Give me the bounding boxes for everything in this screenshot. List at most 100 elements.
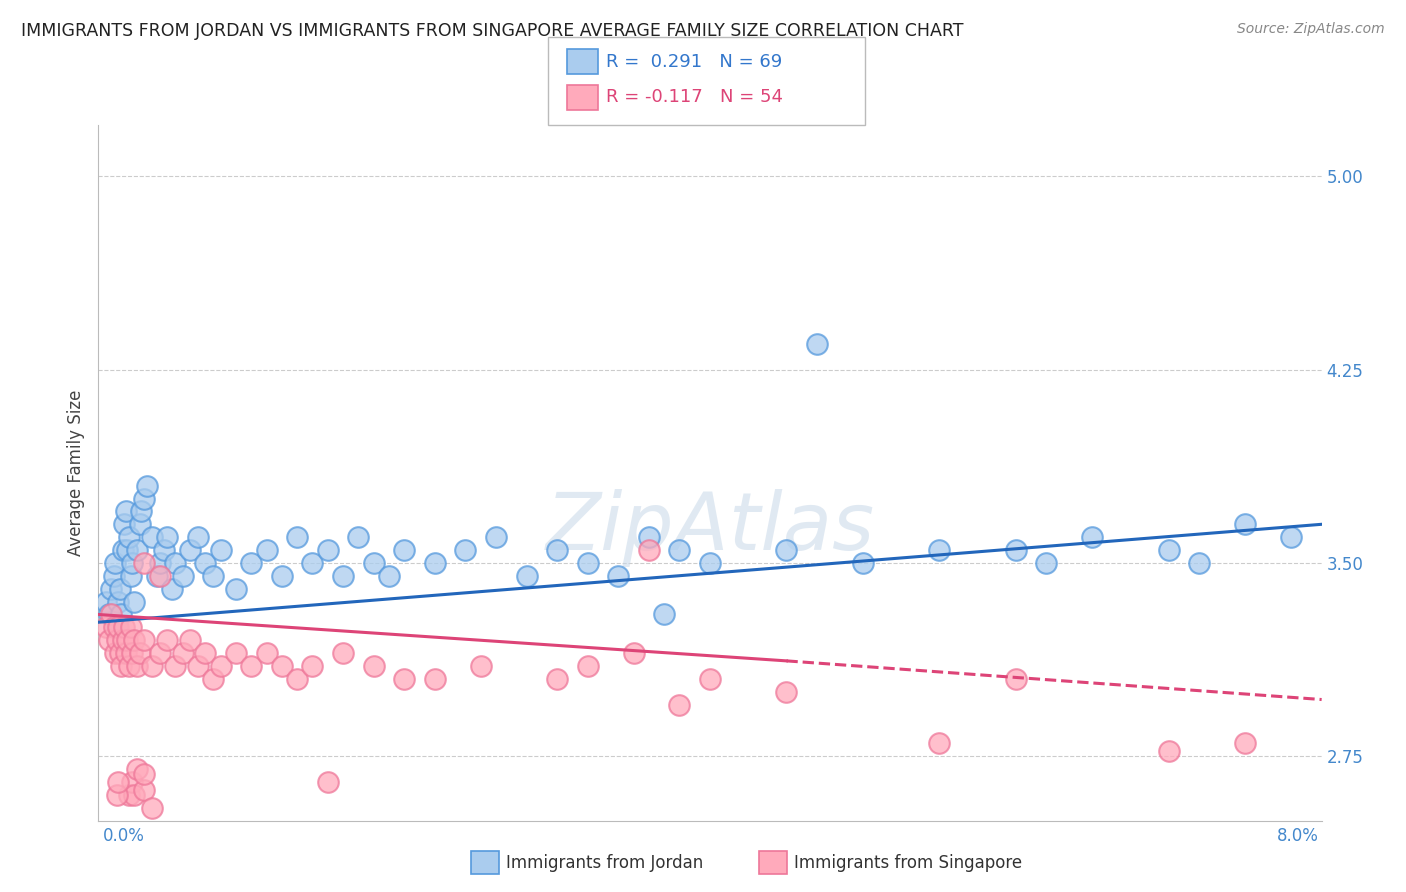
Point bbox=[1081, 530, 1104, 544]
Text: Source: ZipAtlas.com: Source: ZipAtlas.com bbox=[1237, 22, 1385, 37]
Point bbox=[332, 646, 354, 660]
Point bbox=[332, 569, 354, 583]
Text: Immigrants from Singapore: Immigrants from Singapore bbox=[794, 854, 1022, 871]
Point bbox=[202, 569, 225, 583]
Text: Immigrants from Jordan: Immigrants from Jordan bbox=[506, 854, 703, 871]
Point bbox=[423, 556, 446, 570]
Point bbox=[194, 556, 217, 570]
Point bbox=[118, 659, 141, 673]
Point bbox=[423, 672, 446, 686]
Point bbox=[105, 633, 128, 648]
Point bbox=[98, 607, 121, 622]
Point bbox=[107, 594, 129, 608]
Point bbox=[852, 556, 875, 570]
Point bbox=[607, 569, 630, 583]
Point bbox=[122, 594, 145, 608]
Point bbox=[149, 646, 172, 660]
Point bbox=[1157, 744, 1180, 758]
Point bbox=[160, 582, 183, 596]
Point bbox=[187, 530, 209, 544]
Point bbox=[209, 543, 232, 558]
Point bbox=[699, 672, 721, 686]
Point bbox=[136, 478, 159, 492]
Point bbox=[122, 788, 145, 802]
Point bbox=[172, 646, 194, 660]
Point bbox=[110, 659, 132, 673]
Point bbox=[928, 543, 950, 558]
Point bbox=[120, 569, 142, 583]
Text: R = -0.117   N = 54: R = -0.117 N = 54 bbox=[606, 88, 783, 106]
Point bbox=[141, 659, 163, 673]
Point bbox=[240, 556, 263, 570]
Point bbox=[1234, 517, 1257, 532]
Point bbox=[121, 556, 143, 570]
Point bbox=[107, 775, 129, 789]
Point bbox=[775, 543, 797, 558]
Point bbox=[546, 672, 568, 686]
Point bbox=[546, 543, 568, 558]
Point bbox=[576, 659, 599, 673]
Point bbox=[256, 543, 278, 558]
Point bbox=[98, 633, 121, 648]
Point bbox=[392, 543, 416, 558]
Point bbox=[141, 530, 163, 544]
Point bbox=[576, 556, 599, 570]
Point bbox=[134, 491, 156, 506]
Point bbox=[652, 607, 675, 622]
Point bbox=[134, 633, 156, 648]
Point bbox=[100, 607, 122, 622]
Point bbox=[194, 646, 217, 660]
Point bbox=[121, 646, 143, 660]
Point bbox=[1004, 672, 1026, 686]
Point bbox=[347, 530, 370, 544]
Point bbox=[108, 646, 131, 660]
Point bbox=[149, 556, 172, 570]
Point bbox=[454, 543, 477, 558]
Point bbox=[1157, 543, 1180, 558]
Point bbox=[270, 569, 294, 583]
Point bbox=[145, 569, 167, 583]
Point bbox=[110, 607, 132, 622]
Point bbox=[699, 556, 721, 570]
Point bbox=[105, 620, 128, 634]
Point bbox=[149, 569, 172, 583]
Point bbox=[202, 672, 225, 686]
Point bbox=[125, 543, 148, 558]
Point bbox=[112, 620, 135, 634]
Point bbox=[94, 620, 117, 634]
Point bbox=[121, 775, 143, 789]
Point bbox=[122, 633, 145, 648]
Point bbox=[1234, 736, 1257, 750]
Point bbox=[316, 775, 339, 789]
Point bbox=[775, 685, 797, 699]
Text: R =  0.291   N = 69: R = 0.291 N = 69 bbox=[606, 53, 782, 70]
Point bbox=[806, 337, 828, 351]
Y-axis label: Average Family Size: Average Family Size bbox=[66, 390, 84, 556]
Point bbox=[117, 543, 139, 558]
Point bbox=[363, 556, 385, 570]
Point bbox=[105, 788, 128, 802]
Point bbox=[378, 569, 401, 583]
Point bbox=[128, 517, 150, 532]
Point bbox=[668, 698, 690, 712]
Point bbox=[134, 767, 156, 781]
Point bbox=[104, 646, 127, 660]
Point bbox=[172, 569, 194, 583]
Point bbox=[153, 543, 176, 558]
Point bbox=[470, 659, 492, 673]
Point bbox=[163, 556, 186, 570]
Point bbox=[112, 517, 135, 532]
Point bbox=[103, 620, 125, 634]
Text: 0.0%: 0.0% bbox=[103, 827, 145, 845]
Point bbox=[1188, 556, 1211, 570]
Point bbox=[668, 543, 690, 558]
Point bbox=[928, 736, 950, 750]
Point bbox=[115, 646, 138, 660]
Point bbox=[100, 582, 122, 596]
Point bbox=[118, 530, 141, 544]
Point bbox=[240, 659, 263, 673]
Point bbox=[125, 762, 148, 776]
Point bbox=[285, 672, 308, 686]
Point bbox=[285, 530, 308, 544]
Point bbox=[125, 659, 148, 673]
